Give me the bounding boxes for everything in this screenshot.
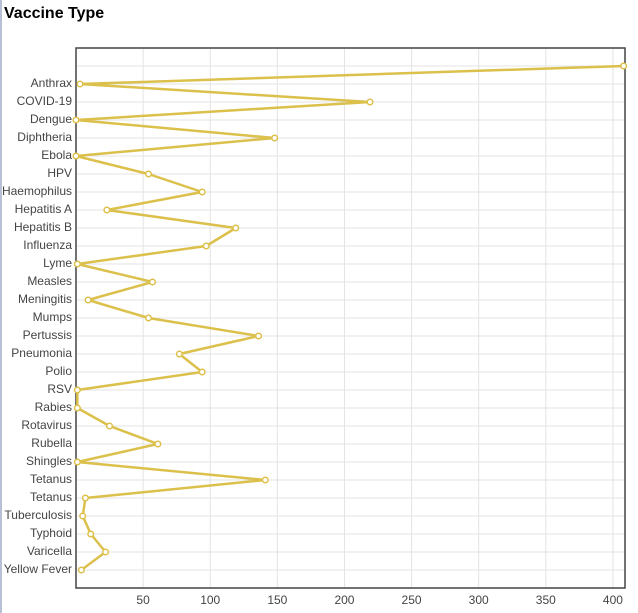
y-tick-label: Mumps [33, 310, 72, 324]
data-point [148, 278, 157, 286]
x-tick-label: 50 [136, 593, 150, 607]
data-point [73, 386, 81, 394]
data-point [79, 512, 87, 520]
y-tick-label: HPV [47, 166, 72, 180]
x-tick-label: 150 [267, 593, 287, 607]
plot-frame [75, 47, 626, 589]
data-point [84, 296, 92, 304]
data-point [81, 494, 89, 502]
data-point [72, 116, 80, 124]
data-point [73, 260, 81, 268]
y-tick-label: Tetanus [30, 490, 72, 504]
y-tick-label: Yellow Fever [4, 562, 72, 576]
chart-title: Vaccine Type [4, 5, 104, 22]
data-point [255, 332, 263, 340]
x-tick-label: 400 [603, 593, 623, 607]
data-point [202, 242, 210, 250]
data-point [232, 224, 240, 232]
data-point [73, 458, 81, 466]
y-tick-label: Hepatitis A [15, 202, 72, 216]
y-tick-label: Rotavirus [21, 418, 72, 432]
data-point [144, 170, 153, 178]
y-tick-label: Haemophilus [2, 184, 72, 198]
data-point [198, 368, 206, 376]
y-tick-label: Ebola [41, 148, 72, 162]
y-tick-label: RSV [47, 382, 72, 396]
y-tick-label: Tetanus [30, 472, 72, 486]
y-tick-label: Measles [27, 274, 72, 288]
y-tick-label: Meningitis [18, 292, 72, 306]
data-point [271, 134, 279, 142]
data-point [103, 206, 111, 214]
x-tick-label: 300 [469, 593, 489, 607]
y-tick-label: Shingles [26, 454, 72, 468]
data-point [87, 530, 95, 538]
y-tick-label: Influenza [23, 238, 72, 252]
x-tick-label: 200 [334, 593, 354, 607]
data-point [73, 404, 81, 412]
data-point [261, 476, 269, 484]
y-tick-label: Lyme [43, 256, 72, 270]
data-point [154, 440, 162, 448]
data-point [620, 62, 628, 70]
x-tick-label: 350 [536, 593, 556, 607]
y-tick-label: COVID-19 [17, 94, 73, 108]
y-tick-label: Anthrax [31, 76, 72, 90]
data-point [76, 80, 84, 88]
x-tick-label: 250 [402, 593, 422, 607]
y-tick-label: Rabies [35, 400, 72, 414]
y-tick-label: Hepatitis B [14, 220, 72, 234]
data-point [198, 188, 206, 196]
data-point [175, 350, 183, 358]
y-tick-label: Pneumonia [11, 346, 72, 360]
x-tick-label: 100 [200, 593, 220, 607]
y-tick-label: Diphtheria [17, 130, 72, 144]
y-tick-label: Dengue [30, 112, 72, 126]
data-point [366, 98, 374, 106]
y-tick-label: Typhoid [30, 526, 72, 540]
y-tick-label: Tuberculosis [4, 508, 72, 522]
data-point [101, 548, 110, 556]
y-tick-label: Rubella [31, 436, 72, 450]
y-tick-label: Varicella [27, 544, 72, 558]
data-point [144, 314, 153, 322]
y-tick-label: Polio [45, 364, 72, 378]
y-tick-label: Pertussis [23, 328, 72, 342]
data-point [77, 566, 85, 574]
data-point [106, 422, 114, 430]
data-point [72, 152, 80, 160]
